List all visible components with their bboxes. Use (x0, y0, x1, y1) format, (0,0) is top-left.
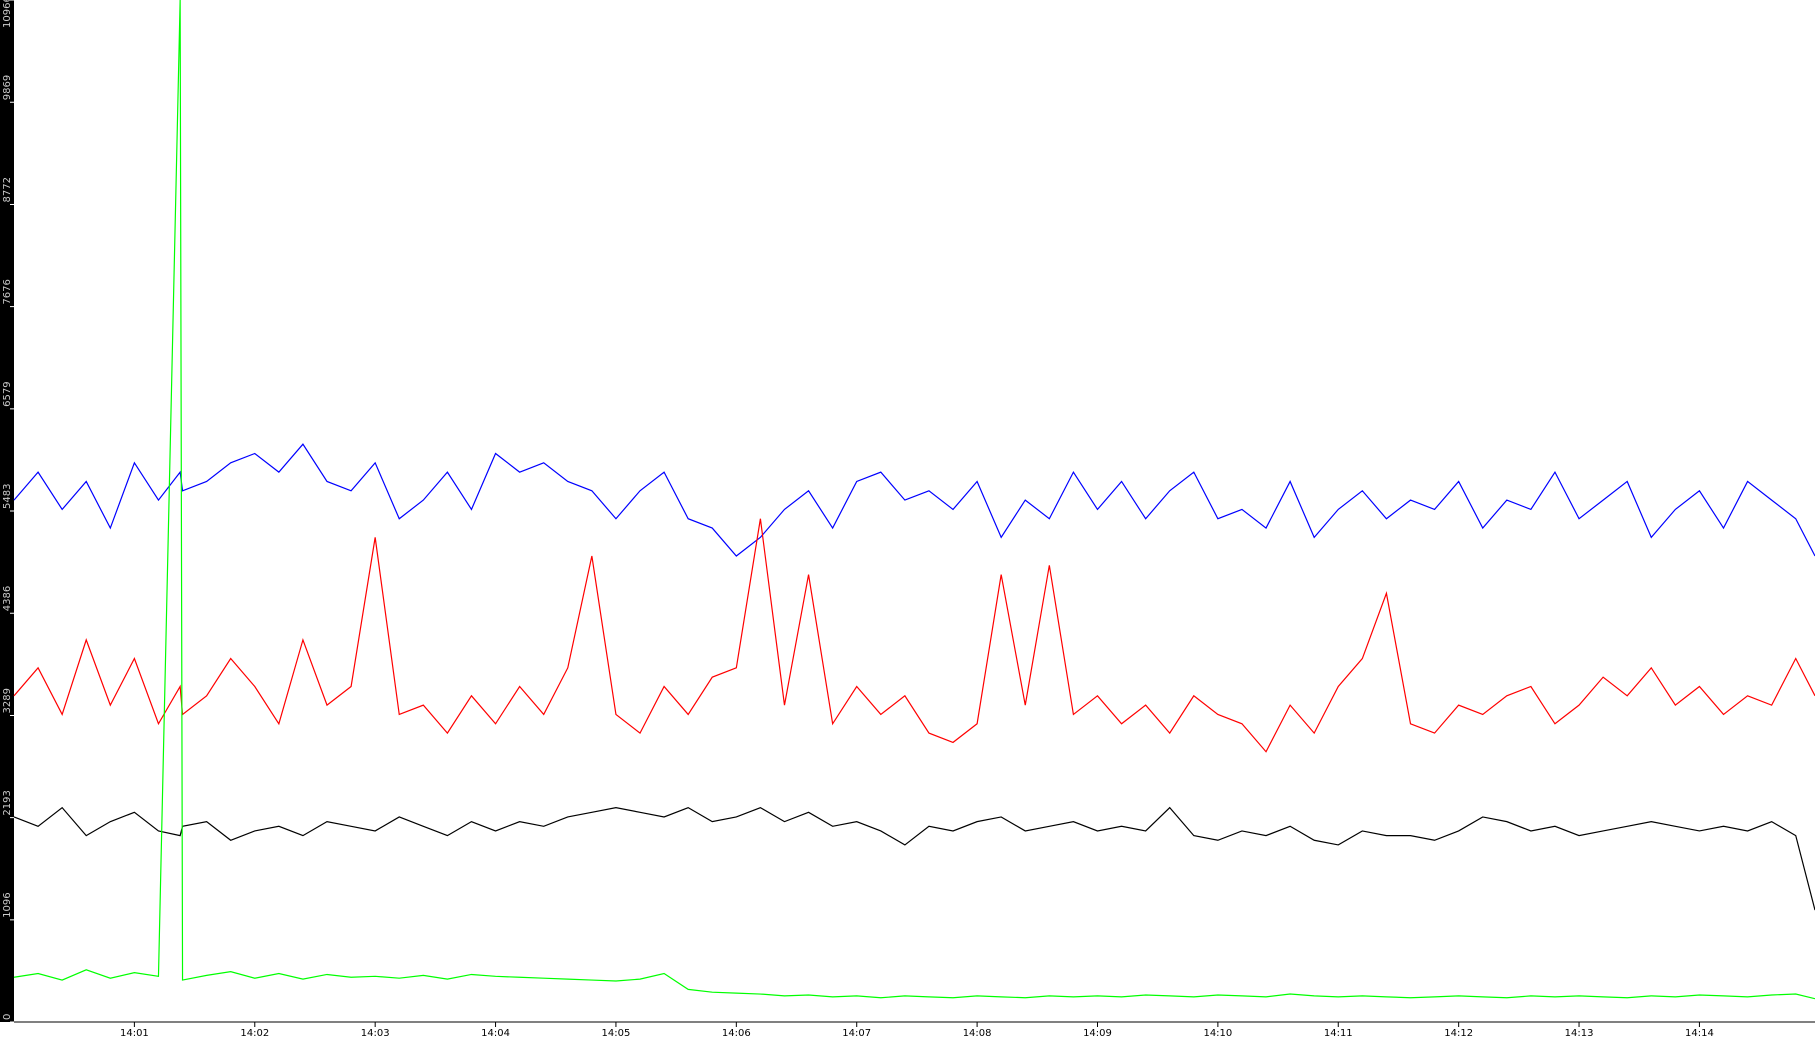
y-axis-strip (0, 0, 14, 1022)
y-tick-label: 6579 (2, 381, 13, 406)
series-line (13, 0, 1815, 1000)
x-tick-label: 14:02 (240, 1028, 269, 1039)
x-tick-label: 14:06 (722, 1028, 751, 1039)
y-tick-label: 7676 (2, 279, 13, 304)
x-tick-label: 14:11 (1324, 1028, 1353, 1039)
x-tick-label: 14:03 (361, 1028, 390, 1039)
series-line (13, 443, 1815, 557)
y-tick-label: 3289 (2, 688, 13, 713)
y-tick-label: 4386 (2, 586, 13, 611)
x-tick-label: 14:10 (1203, 1028, 1232, 1039)
x-tick-label: 14:12 (1444, 1028, 1473, 1039)
series-line (13, 518, 1815, 753)
y-tick-label: 2193 (2, 790, 13, 815)
y-tick-label: 1096 (2, 892, 13, 917)
x-tick-label: 14:14 (1685, 1028, 1714, 1039)
x-tick-label: 14:05 (602, 1028, 631, 1039)
x-tick-label: 14:09 (1083, 1028, 1112, 1039)
series-line (13, 806, 1815, 911)
y-tick-label: 5483 (2, 484, 13, 509)
x-tick-label: 14:01 (120, 1028, 149, 1039)
x-tick-label: 14:13 (1565, 1028, 1594, 1039)
x-tick-label: 14:07 (842, 1028, 871, 1039)
x-tick-label: 14:04 (481, 1028, 510, 1039)
x-tick-label: 14:08 (963, 1028, 992, 1039)
y-tick-label: 8772 (2, 177, 13, 202)
y-tick-label: 9869 (2, 75, 13, 100)
y-tick-label: 0 (2, 1014, 13, 1020)
y-tick-label: 10966 (2, 0, 13, 28)
